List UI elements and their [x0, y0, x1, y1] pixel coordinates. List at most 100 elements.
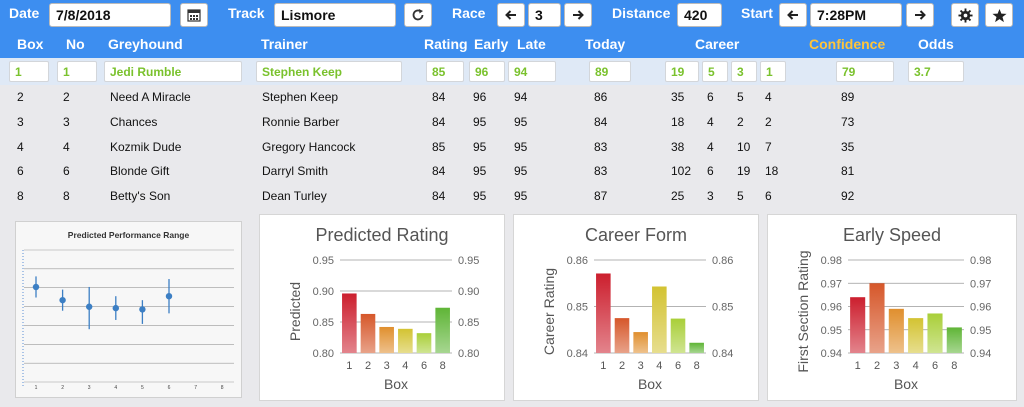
selected-career-starts[interactable]: 19: [665, 61, 699, 82]
race-input[interactable]: 3: [528, 3, 561, 27]
bar-highlight: [908, 318, 924, 353]
selected-career-thirds[interactable]: 1: [760, 61, 786, 82]
x-axis-label: Box: [894, 376, 918, 392]
x-tick-label: 3: [638, 360, 644, 372]
y-tick-label-right: 0.86: [712, 255, 733, 267]
cell-c3: 10: [737, 139, 751, 154]
col-no[interactable]: No: [66, 36, 85, 52]
y-tick-label-right: 0.97: [970, 278, 991, 290]
cell-c2: 3: [707, 189, 714, 204]
y-tick-label: 0.84: [567, 348, 588, 360]
col-confidence[interactable]: Confidence: [809, 36, 886, 52]
col-today[interactable]: Today: [585, 36, 626, 52]
cell-c2: 4: [707, 114, 714, 129]
col-trainer[interactable]: Trainer: [261, 36, 308, 52]
col-early[interactable]: Early: [474, 36, 509, 52]
y-tick-label: 0.86: [567, 255, 588, 267]
selected-greyhound[interactable]: Jedi Rumble: [104, 61, 242, 82]
start-time-input[interactable]: 7:28PM: [810, 3, 902, 27]
cell-c3: 2: [737, 114, 744, 129]
cell-trainer: Gregory Hancock: [262, 139, 356, 154]
start-next-button[interactable]: [906, 3, 934, 27]
cell-rating: 84: [432, 189, 446, 204]
data-point: [86, 303, 93, 310]
selected-odds[interactable]: 3.7: [908, 61, 964, 82]
selected-trainer[interactable]: Stephen Keep: [256, 61, 402, 82]
col-odds[interactable]: Odds: [918, 36, 954, 52]
bar-highlight: [689, 342, 704, 353]
y-tick-label: 0.85: [567, 302, 588, 314]
selected-today[interactable]: 89: [589, 61, 631, 82]
cell-c3: 5: [737, 189, 744, 204]
distance-input[interactable]: 420: [677, 3, 722, 27]
table-row[interactable]: 4 4 Kozmik Dude Gregory Hancock 85 95 95 83 38 4 1…: [0, 135, 1024, 160]
bar-highlight: [869, 283, 885, 353]
col-greyhound[interactable]: Greyhound: [108, 36, 183, 52]
col-late[interactable]: Late: [517, 36, 546, 52]
x-tick-label: 6: [675, 360, 681, 372]
cell-no: 4: [63, 139, 70, 154]
cell-c1: 102: [671, 164, 692, 179]
x-tick-label: 4: [402, 360, 408, 372]
table-row[interactable]: 2 2 Need A Miracle Stephen Keep 84 96 94 86 35 6 5…: [0, 85, 1024, 110]
gear-icon: [957, 7, 973, 23]
col-box[interactable]: Box: [17, 36, 44, 52]
cell-early: 96: [473, 90, 487, 104]
cell-c2: 4: [707, 139, 714, 154]
x-tick-label: 1: [346, 360, 352, 372]
y-tick-label-right: 0.85: [458, 317, 479, 329]
star-icon: [991, 8, 1007, 22]
cell-late: 95: [514, 189, 528, 204]
favorite-button[interactable]: [985, 3, 1013, 27]
selected-box[interactable]: 1: [9, 61, 49, 82]
cell-box: 8: [17, 189, 24, 204]
selected-career-seconds[interactable]: 3: [731, 61, 757, 82]
table-row[interactable]: 8 8 Betty's Son Dean Turley 84 95 95 87 25 3 5 6 92: [0, 184, 1024, 209]
cell-early: 95: [473, 139, 487, 154]
track-input[interactable]: Lismore: [274, 3, 396, 27]
date-input[interactable]: 7/8/2018: [49, 3, 171, 27]
race-prev-button[interactable]: [497, 3, 525, 27]
y-tick-label: 0.90: [313, 286, 334, 298]
y-tick-label: 0.94: [821, 348, 842, 360]
col-career[interactable]: Career: [695, 36, 740, 52]
start-prev-button[interactable]: [779, 3, 807, 27]
chart-title: Predicted Performance Range: [67, 230, 190, 240]
y-tick-label-right: 0.96: [970, 302, 991, 314]
x-axis-label: Box: [638, 376, 662, 392]
selected-no[interactable]: 1: [57, 61, 97, 82]
y-tick-label: 0.98: [821, 255, 842, 267]
cell-box: 3: [17, 114, 24, 129]
calendar-button[interactable]: [180, 3, 208, 27]
x-tick-label: 8: [221, 385, 224, 391]
data-point: [32, 283, 40, 291]
distance-label: Distance: [612, 5, 671, 21]
y-tick-label-right: 0.94: [970, 348, 991, 360]
y-tick-label: 0.95: [821, 325, 842, 337]
selected-late[interactable]: 94: [508, 61, 556, 82]
refresh-icon: [412, 9, 424, 21]
race-next-button[interactable]: [564, 3, 592, 27]
x-tick-label: 3: [88, 385, 91, 391]
cell-c3: 19: [737, 164, 751, 179]
career-form-chart: 0.84 0.84 0.85 0.85 0.86 0.86 1 2 3 4 6 8 Box Career …: [541, 255, 733, 392]
x-tick-label: 5: [141, 385, 144, 391]
selected-confidence[interactable]: 79: [836, 61, 894, 82]
cell-c4: 7: [765, 139, 772, 154]
track-label: Track: [228, 5, 265, 21]
col-rating[interactable]: Rating: [424, 36, 468, 52]
chart-title: Career Form: [584, 225, 687, 245]
cell-c1: 18: [671, 114, 685, 129]
table-row[interactable]: 3 3 Chances Ronnie Barber 84 95 95 84 18 4 2 2 73: [0, 110, 1024, 135]
selected-early[interactable]: 96: [469, 61, 505, 82]
cell-box: 4: [17, 139, 24, 154]
y-axis-label: First Section Rating: [795, 250, 811, 372]
selected-row[interactable]: 1 1 Jedi Rumble Stephen Keep 85 96 94 89…: [0, 58, 1024, 85]
table-row[interactable]: 6 6 Blonde Gift Darryl Smith 84 95 95 83 102 6 19 1…: [0, 159, 1024, 184]
data-point: [165, 293, 173, 300]
refresh-button[interactable]: [404, 3, 432, 27]
selected-career-wins[interactable]: 5: [702, 61, 728, 82]
settings-button[interactable]: [951, 3, 979, 27]
selected-rating[interactable]: 85: [426, 61, 464, 82]
performance-range-chart: Predicted Performance Range 1 2 3 4 5 6 7 8: [15, 221, 242, 398]
